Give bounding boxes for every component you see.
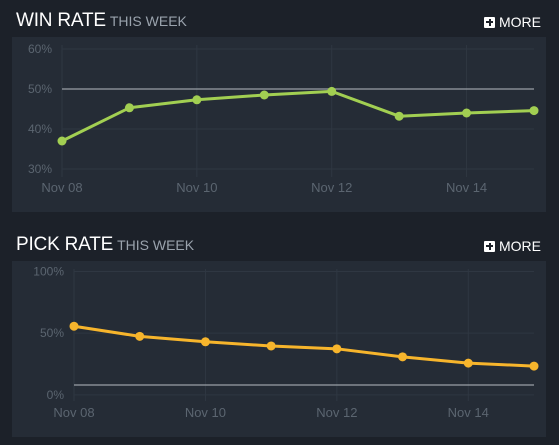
winrate-xtick-label: Nov 10 bbox=[176, 180, 217, 195]
winrate-ytick-label: 50% bbox=[28, 82, 52, 96]
pickrate-data-point bbox=[69, 321, 79, 331]
pickrate-data-point bbox=[398, 352, 408, 362]
winrate-xtick-label: Nov 14 bbox=[446, 180, 487, 195]
pickrate-series-line bbox=[73, 324, 535, 368]
pickrate-xtick-label: Nov 14 bbox=[448, 405, 489, 420]
winrate-data-point bbox=[394, 111, 404, 121]
plus-icon bbox=[484, 16, 495, 28]
pickrate-more-button[interactable]: MORE bbox=[484, 238, 541, 254]
pickrate-title: PICK RATE bbox=[16, 234, 114, 255]
winrate-header: WIN RATE THIS WEEK bbox=[16, 10, 187, 38]
winrate-title: WIN RATE bbox=[16, 10, 106, 31]
winrate-xtick-label: Nov 08 bbox=[41, 180, 82, 195]
winrate-panel: 30% 40% 50% 60% Nov 08 Nov 10 Nov 12 Nov 14 bbox=[12, 37, 546, 212]
pickrate-data-point bbox=[332, 344, 342, 354]
pickrate-subtitle: THIS WEEK bbox=[117, 237, 195, 253]
winrate-xtick-label: Nov 12 bbox=[311, 180, 352, 195]
winrate-data-point bbox=[124, 103, 134, 113]
pickrate-data-point bbox=[266, 341, 276, 351]
pickrate-chart: 0% 50% 100% Nov 08 Nov 10 Nov 12 Nov 14 bbox=[33, 264, 539, 420]
pickrate-more-label: MORE bbox=[499, 238, 541, 254]
winrate-ytick-label: 40% bbox=[28, 122, 52, 136]
pickrate-data-point bbox=[463, 358, 473, 368]
winrate-chart: 30% 40% 50% 60% Nov 08 Nov 10 Nov 12 Nov 14 bbox=[28, 42, 539, 195]
pickrate-xtick-label: Nov 10 bbox=[185, 405, 226, 420]
pickrate-xtick-label: Nov 08 bbox=[53, 405, 94, 420]
plus-icon bbox=[484, 240, 495, 252]
winrate-data-point bbox=[259, 90, 269, 100]
winrate-ytick-label: 60% bbox=[28, 42, 52, 56]
winrate-more-button[interactable]: MORE bbox=[484, 14, 541, 30]
pickrate-data-point bbox=[200, 337, 210, 347]
winrate-ytick-label: 30% bbox=[28, 162, 52, 176]
winrate-subtitle: THIS WEEK bbox=[109, 13, 187, 29]
pickrate-data-point bbox=[135, 331, 145, 341]
pickrate-ytick-label: 0% bbox=[47, 388, 65, 402]
pickrate-ytick-label: 50% bbox=[40, 326, 64, 340]
winrate-data-point bbox=[57, 136, 67, 146]
winrate-data-point bbox=[327, 86, 337, 96]
winrate-data-point bbox=[462, 108, 472, 118]
pickrate-data-point bbox=[529, 361, 539, 371]
pickrate-header: PICK RATE THIS WEEK bbox=[16, 234, 194, 262]
winrate-data-point bbox=[529, 106, 539, 116]
winrate-more-label: MORE bbox=[499, 14, 541, 30]
pickrate-xtick-label: Nov 12 bbox=[316, 405, 357, 420]
winrate-data-point bbox=[192, 95, 202, 105]
pickrate-ytick-label: 100% bbox=[33, 264, 64, 278]
winrate-series-line bbox=[61, 89, 535, 143]
pickrate-panel: 0% 50% 100% Nov 08 Nov 10 Nov 12 Nov 14 bbox=[12, 261, 546, 437]
